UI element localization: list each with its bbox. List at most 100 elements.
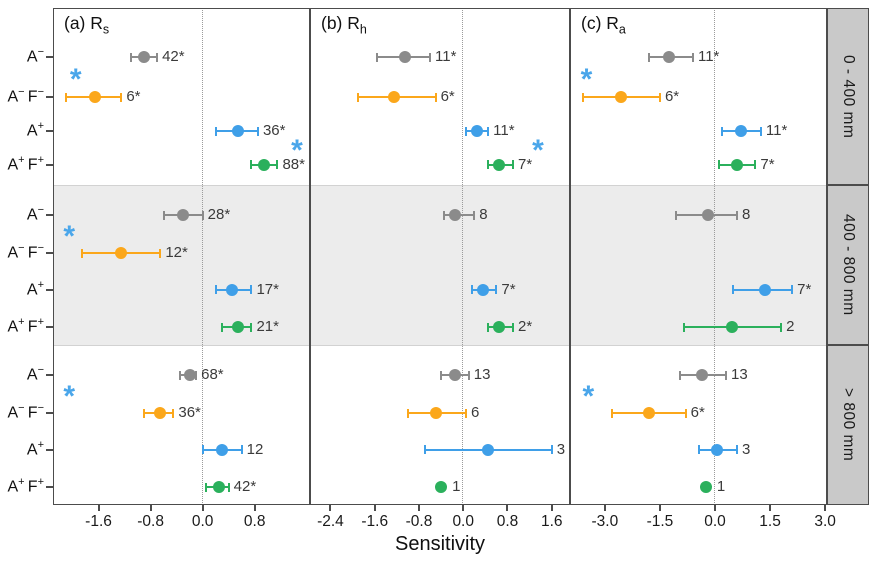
row-label-superscript: +	[18, 153, 25, 166]
zero-reference-line	[201, 8, 203, 505]
sample-size-label: 12	[246, 440, 264, 458]
error-bar-cap-left	[442, 210, 445, 220]
sample-size-label: 36*	[178, 404, 201, 421]
panel-separator-line	[569, 8, 571, 505]
data-point	[493, 321, 506, 333]
data-point	[615, 91, 628, 104]
x-axis-tick	[824, 505, 827, 511]
error-bar-cap-left	[697, 445, 700, 455]
y-axis-tick	[46, 326, 53, 328]
row-label-superscript: −	[18, 242, 25, 254]
sample-size-label: 6*	[126, 88, 141, 106]
sample-size-label: 13	[731, 366, 748, 384]
row-label: A− F−	[7, 242, 44, 262]
x-axis-tick-label: 1.6	[540, 513, 563, 530]
error-bar-cap-left	[81, 248, 84, 258]
error-bar-cap-right	[691, 52, 694, 62]
y-axis-tick	[46, 130, 53, 132]
row-label-superscript: +	[37, 476, 44, 488]
significance-asterisk: *	[582, 380, 595, 414]
x-axis-tick	[329, 505, 332, 511]
error-bar-cap-left	[406, 408, 409, 418]
data-point	[731, 158, 744, 171]
error-bar-cap-left	[178, 370, 181, 380]
sample-size-label: 42*	[233, 478, 257, 495]
sample-size-label: 6*	[690, 404, 705, 421]
x-axis-tick	[603, 505, 606, 511]
row-label-superscript: −	[37, 402, 44, 414]
row-label: A+	[26, 438, 44, 459]
row-label-superscript: −	[18, 86, 25, 99]
error-bar-cap-right	[201, 210, 204, 220]
error-bar-cap-right	[172, 408, 175, 418]
x-axis-tick-label: -2.4	[317, 513, 344, 530]
row-label: A−	[26, 204, 44, 224]
row-label: A+	[26, 278, 44, 299]
row-label: A−	[26, 46, 44, 66]
error-bar-cap-right	[736, 445, 739, 455]
sample-size-label: 68*	[201, 366, 224, 384]
data-point	[476, 283, 489, 296]
error-bar-cap-right	[465, 408, 467, 418]
data-point	[725, 321, 738, 333]
x-axis-tick-label: -0.8	[137, 513, 164, 530]
error-bar-cap-right	[658, 92, 661, 102]
panel-title: (c) Ra	[581, 13, 626, 37]
row-label-superscript: −	[18, 402, 25, 414]
sample-size-label: 17*	[256, 280, 279, 298]
error-bar-cap-left	[647, 52, 650, 62]
error-bar-cap-left	[214, 126, 217, 136]
y-axis-tick	[46, 163, 53, 166]
y-axis-tick	[46, 412, 53, 414]
data-point	[471, 125, 484, 137]
data-point	[115, 247, 128, 259]
sample-size-label: 8	[479, 206, 488, 224]
data-point	[399, 51, 412, 64]
significance-asterisk: *	[291, 134, 303, 167]
sample-size-label: 13	[473, 366, 491, 384]
error-bar-cap-right	[512, 160, 515, 170]
error-bar-cap-right	[487, 126, 490, 136]
data-point	[212, 481, 225, 493]
error-bar-cap-right	[120, 92, 123, 102]
row-label-superscript: +	[37, 438, 44, 451]
data-point	[154, 407, 167, 419]
error-bar-cap-left	[423, 445, 426, 455]
significance-asterisk: *	[69, 63, 82, 97]
error-bar-cap-left	[162, 210, 165, 220]
x-axis-tick	[97, 505, 100, 511]
band-separator-line	[53, 345, 827, 346]
data-point	[435, 481, 448, 493]
row-label: A−	[26, 364, 44, 384]
error-bar-cap-right	[473, 210, 476, 220]
x-axis-tick-label: 0.0	[704, 513, 726, 530]
row-label: A+ F+	[7, 476, 44, 496]
error-bar-cap-left	[682, 322, 685, 332]
sample-size-label: 2*	[518, 318, 533, 335]
row-label: A− F−	[7, 86, 44, 106]
data-point	[493, 158, 506, 171]
x-axis-tick-label: -1.6	[361, 513, 389, 530]
panel-title: (b) Rh	[321, 13, 367, 37]
data-point	[701, 209, 714, 222]
data-point	[232, 125, 245, 137]
data-point	[216, 443, 229, 456]
data-point	[696, 369, 709, 382]
panel-title: (a) Rs	[64, 13, 110, 37]
y-axis-tick	[46, 374, 53, 377]
y-axis-tick	[46, 56, 53, 59]
error-bar-cap-right	[195, 370, 198, 380]
x-axis-tick-label: -1.6	[85, 513, 112, 530]
data-point	[388, 91, 401, 104]
error-bar-cap-left	[487, 160, 490, 170]
x-axis-tick	[769, 505, 772, 511]
x-axis-tick	[417, 505, 420, 511]
y-axis-tick	[46, 96, 53, 99]
error-bar-cap-left	[250, 160, 253, 170]
error-bar-cap-left	[717, 160, 720, 170]
row-label: A− F−	[7, 402, 44, 422]
row-label: A+	[26, 120, 44, 140]
zero-reference-line	[714, 8, 716, 505]
error-bar-cap-left	[470, 285, 473, 295]
row-label-superscript: −	[37, 46, 44, 59]
